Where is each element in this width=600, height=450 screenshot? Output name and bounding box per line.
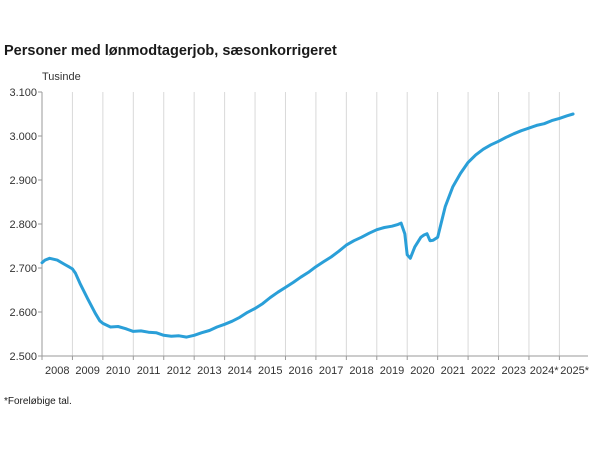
y-unit-label: Tusinde xyxy=(42,71,81,83)
x-tick-label: 2019 xyxy=(380,365,404,377)
gridlines xyxy=(71,92,560,356)
x-tick-label: 2016 xyxy=(288,365,312,377)
y-tick-label: 2.800 xyxy=(9,219,37,231)
x-tick-label: 2009 xyxy=(75,365,99,377)
chart-title: Personer med lønmodtagerjob, sæsonkorrig… xyxy=(4,43,337,59)
x-tick-label: 2021 xyxy=(441,365,465,377)
x-tick-label: 2011 xyxy=(137,365,161,377)
y-tick-label: 2.700 xyxy=(9,263,37,275)
x-tick-label: 2024* xyxy=(530,365,559,377)
y-tick-label: 2.500 xyxy=(9,351,37,363)
x-tick-label: 2025* xyxy=(560,365,589,377)
y-tick-label: 2.600 xyxy=(9,307,37,319)
x-tick-label: 2012 xyxy=(167,365,191,377)
y-tick-label: 3.100 xyxy=(9,87,37,99)
footnote: *Foreløbige tal. xyxy=(4,396,72,407)
x-tick-label: 2022 xyxy=(471,365,495,377)
plot-area xyxy=(40,112,575,339)
x-tick-label: 2023 xyxy=(501,365,525,377)
y-axis: 2.500 2.600 2.700 2.800 2.900 3.000 3.100 xyxy=(9,87,43,363)
y-tick-label: 3.000 xyxy=(9,131,37,143)
x-tick-label: 2014 xyxy=(228,365,252,377)
x-tick-label: 2008 xyxy=(45,365,69,377)
x-tick-label: 2017 xyxy=(319,365,343,377)
series-line xyxy=(40,112,575,339)
x-tick-label: 2010 xyxy=(106,365,130,377)
y-tick-label: 2.900 xyxy=(9,175,37,187)
x-axis: 2008 2009 2010 2011 2012 2013 2014 2015 2016 2017… xyxy=(41,355,590,377)
x-tick-label: 2018 xyxy=(349,365,373,377)
x-tick-label: 2015 xyxy=(258,365,282,377)
x-tick-label: 2013 xyxy=(197,365,221,377)
x-tick-label: 2020 xyxy=(410,365,434,377)
